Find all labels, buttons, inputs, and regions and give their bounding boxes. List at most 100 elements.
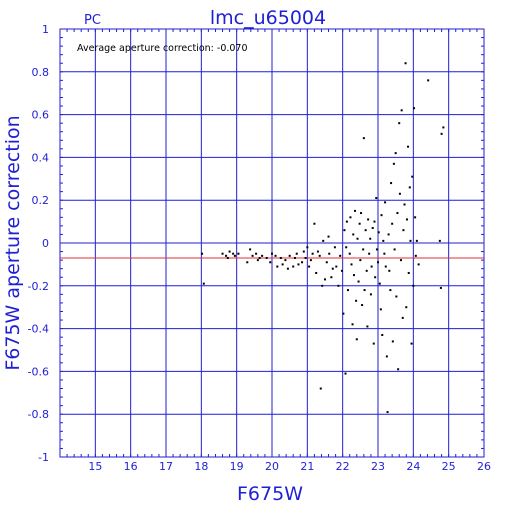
data-point xyxy=(201,252,204,255)
data-point xyxy=(390,182,393,185)
data-point xyxy=(399,259,402,262)
data-point xyxy=(369,293,372,296)
data-point xyxy=(415,239,418,242)
data-point xyxy=(318,254,321,257)
data-point xyxy=(401,316,404,319)
chart-annotation: Average aperture correction: -0.070 xyxy=(77,43,248,54)
data-point xyxy=(251,254,254,257)
data-point xyxy=(274,254,277,257)
data-point xyxy=(359,259,362,262)
data-point xyxy=(414,216,417,219)
data-point xyxy=(321,284,324,287)
data-point xyxy=(343,229,346,232)
data-point xyxy=(440,132,443,135)
data-point xyxy=(405,218,408,221)
data-point xyxy=(233,254,236,257)
data-point xyxy=(286,267,289,270)
data-point xyxy=(442,126,445,129)
data-point xyxy=(404,62,407,65)
data-point xyxy=(398,192,401,195)
data-point xyxy=(379,308,382,311)
data-point xyxy=(395,295,398,298)
y-tick-label: 0.8 xyxy=(32,66,50,79)
data-point xyxy=(348,252,351,255)
data-point xyxy=(388,269,391,272)
data-point xyxy=(381,334,384,337)
data-point xyxy=(409,239,412,242)
x-axis-label: F675W xyxy=(237,483,303,505)
data-point xyxy=(369,237,372,240)
data-point xyxy=(279,256,282,259)
data-point xyxy=(316,250,319,253)
data-point xyxy=(271,252,273,255)
data-point xyxy=(340,269,343,272)
data-point xyxy=(414,254,417,257)
data-point xyxy=(438,239,441,242)
y-tick-label: 0.6 xyxy=(32,109,50,122)
data-point xyxy=(380,214,383,217)
data-point xyxy=(358,222,361,225)
data-point xyxy=(302,250,305,253)
data-point xyxy=(327,235,330,238)
data-point xyxy=(361,304,364,307)
data-point xyxy=(293,256,296,259)
data-point xyxy=(375,248,378,251)
data-point xyxy=(345,220,348,223)
data-point xyxy=(383,252,386,255)
data-point xyxy=(391,222,394,225)
data-point xyxy=(384,201,387,204)
data-point xyxy=(301,261,304,264)
x-tick-label: 17 xyxy=(159,460,173,473)
x-tick-labels: 15 16 17 18 19 20 21 22 23 24 25 26 xyxy=(88,460,491,473)
x-tick-label: 24 xyxy=(406,460,420,473)
data-point xyxy=(261,254,264,257)
y-tick-label: 0.2 xyxy=(32,194,50,207)
data-point xyxy=(281,263,284,266)
data-point xyxy=(342,312,345,315)
data-point xyxy=(202,282,205,285)
x-tick-label: 21 xyxy=(300,460,314,473)
data-point xyxy=(355,299,358,302)
data-point xyxy=(389,289,392,292)
x-tick-label: 20 xyxy=(265,460,279,473)
x-tick-label: 15 xyxy=(88,460,102,473)
data-point xyxy=(311,252,314,255)
data-point xyxy=(398,122,401,125)
grid xyxy=(59,28,485,458)
data-point xyxy=(365,269,368,272)
data-point xyxy=(357,280,360,283)
data-point xyxy=(225,254,228,257)
data-point xyxy=(328,252,331,255)
data-point xyxy=(346,289,349,292)
plot-frame xyxy=(59,28,485,458)
data-point xyxy=(249,248,252,251)
data-point xyxy=(377,231,380,234)
x-tick-label: 16 xyxy=(124,460,138,473)
x-tick-label: 23 xyxy=(371,460,385,473)
data-point xyxy=(397,368,400,371)
y-tick-label: 0.4 xyxy=(32,151,50,164)
data-point xyxy=(370,265,373,268)
data-point xyxy=(396,212,399,215)
data-point xyxy=(391,340,394,343)
data-point xyxy=(378,282,381,285)
y-tick-label: -0.4 xyxy=(28,323,49,336)
data-point xyxy=(350,263,353,266)
data-point xyxy=(226,256,229,259)
data-point xyxy=(337,284,340,287)
data-point xyxy=(402,229,405,232)
data-point xyxy=(315,271,318,274)
data-point xyxy=(372,342,375,345)
data-point xyxy=(306,246,309,249)
data-point xyxy=(384,265,387,268)
data-point xyxy=(405,306,408,309)
data-point xyxy=(297,263,300,266)
data-point xyxy=(377,261,379,264)
y-tick-label: 0 xyxy=(42,237,49,250)
x-tick-label: 26 xyxy=(477,460,491,473)
data-point xyxy=(387,233,390,236)
data-points xyxy=(201,62,445,414)
data-point xyxy=(269,261,272,264)
data-point xyxy=(375,197,378,200)
